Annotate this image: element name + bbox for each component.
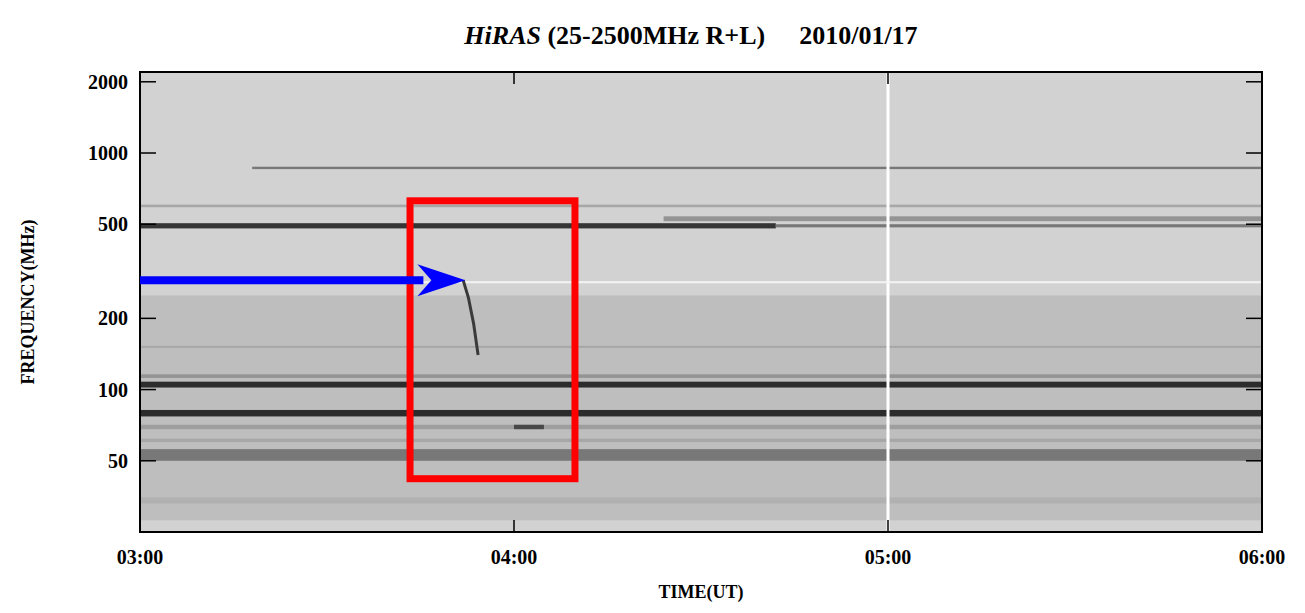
y-tick-label: 50 [108, 450, 128, 472]
emission-band [252, 167, 1262, 169]
emission-band [140, 449, 1262, 461]
plot-background [140, 72, 1262, 532]
y-tick [140, 81, 156, 83]
x-tick [1261, 520, 1263, 532]
y-axis-title: FREQUENCY(MHz) [18, 220, 39, 385]
x-tick [887, 520, 889, 532]
y-tick-label: 1000 [88, 142, 128, 164]
page: {"chart_data": { "type": "spectrogram", … [0, 0, 1305, 613]
y-tick-label: 500 [98, 213, 128, 235]
y-tick [140, 318, 156, 320]
x-tick-label: 04:00 [491, 546, 538, 568]
y-tick [1246, 223, 1262, 225]
emission-band [140, 497, 1262, 503]
emission-band [140, 410, 1262, 416]
x-tick [513, 72, 515, 84]
emission-band [140, 205, 1262, 208]
subtitle: 2010/01/17 [799, 21, 917, 50]
emission-band [140, 374, 1262, 378]
emission-band [664, 216, 1262, 221]
time-gap [887, 72, 890, 532]
plot-area [140, 72, 1262, 532]
emission-band [140, 346, 1262, 348]
y-tick [1246, 152, 1262, 154]
emission-band [140, 382, 1262, 388]
emission-band [140, 425, 1262, 429]
title-part: HiRAS [463, 21, 541, 50]
x-tick [1261, 72, 1263, 84]
y-tick [140, 389, 156, 391]
radio-burst [463, 280, 478, 355]
title: HiRAS (25-2500MHz R+L) 2010/01/17 [463, 21, 917, 50]
x-tick-label: 06:00 [1239, 546, 1286, 568]
plot-frame [140, 72, 1262, 532]
x-tick [139, 520, 141, 532]
x-axis-title: TIME(UT) [659, 582, 744, 603]
emission-band [140, 295, 1262, 520]
x-tick [139, 72, 141, 84]
annotations [140, 201, 575, 479]
x-tick-label: 05:00 [865, 546, 912, 568]
chart: 50 100 200 500 1000 2000 03:00 04:00 05:00 06:00 T… [0, 0, 1305, 613]
x-tick-label: 03:00 [117, 546, 164, 568]
y-tick-label: 2000 [88, 71, 128, 93]
y-tick-label: 200 [98, 307, 128, 329]
y-tick [1246, 460, 1262, 462]
emission-band [140, 223, 776, 228]
x-tick [887, 72, 889, 84]
y-tick [140, 460, 156, 462]
y-tick [140, 152, 156, 154]
y-tick [1246, 81, 1262, 83]
y-tick [140, 223, 156, 225]
y-tick-label: 100 [98, 379, 128, 401]
emission-band [514, 425, 544, 429]
title-part: (25-2500MHz R+L) [541, 21, 765, 50]
arrow-shaft [140, 276, 423, 284]
x-tick [513, 520, 515, 532]
y-tick [1246, 389, 1262, 391]
arrow-head [417, 264, 465, 296]
highlight-box [410, 201, 575, 479]
emission-band [140, 439, 1262, 442]
y-tick [1246, 318, 1262, 320]
emission-band [776, 224, 1262, 227]
